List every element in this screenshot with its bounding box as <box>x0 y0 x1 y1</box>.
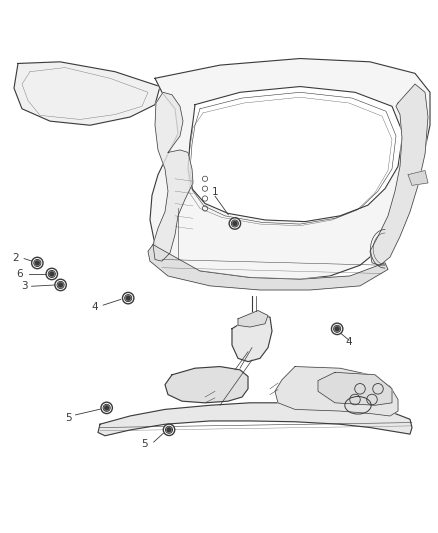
Circle shape <box>48 270 55 278</box>
Polygon shape <box>165 367 247 403</box>
Circle shape <box>232 221 237 226</box>
Polygon shape <box>317 373 391 405</box>
Text: 3: 3 <box>21 281 28 291</box>
Circle shape <box>229 218 240 229</box>
Circle shape <box>32 257 43 269</box>
Polygon shape <box>150 59 429 279</box>
Text: 2: 2 <box>12 253 19 263</box>
Text: 5: 5 <box>64 413 71 423</box>
Circle shape <box>331 323 342 335</box>
Circle shape <box>125 295 131 301</box>
Polygon shape <box>98 403 411 436</box>
Circle shape <box>165 426 172 433</box>
Text: 6: 6 <box>16 269 23 279</box>
Text: 1: 1 <box>211 187 218 197</box>
Circle shape <box>34 260 41 266</box>
Circle shape <box>104 405 109 410</box>
Circle shape <box>49 271 54 277</box>
Circle shape <box>57 281 64 288</box>
Polygon shape <box>148 245 387 290</box>
Circle shape <box>58 282 63 288</box>
Polygon shape <box>407 171 427 185</box>
Polygon shape <box>231 314 272 361</box>
Circle shape <box>231 220 238 227</box>
Circle shape <box>166 427 171 432</box>
Circle shape <box>35 260 40 265</box>
Text: 5: 5 <box>141 439 148 449</box>
Polygon shape <box>237 311 267 327</box>
Polygon shape <box>153 92 193 261</box>
Circle shape <box>122 293 134 304</box>
Circle shape <box>334 326 339 332</box>
Circle shape <box>124 295 131 302</box>
Circle shape <box>333 325 340 333</box>
Circle shape <box>55 279 66 290</box>
Polygon shape <box>274 367 397 416</box>
Circle shape <box>103 405 110 411</box>
Polygon shape <box>14 62 159 125</box>
Text: 4: 4 <box>345 337 352 347</box>
Circle shape <box>163 424 174 435</box>
Circle shape <box>46 268 57 280</box>
Polygon shape <box>369 84 427 265</box>
Text: 4: 4 <box>91 302 98 312</box>
Circle shape <box>101 402 112 414</box>
Polygon shape <box>187 86 402 222</box>
